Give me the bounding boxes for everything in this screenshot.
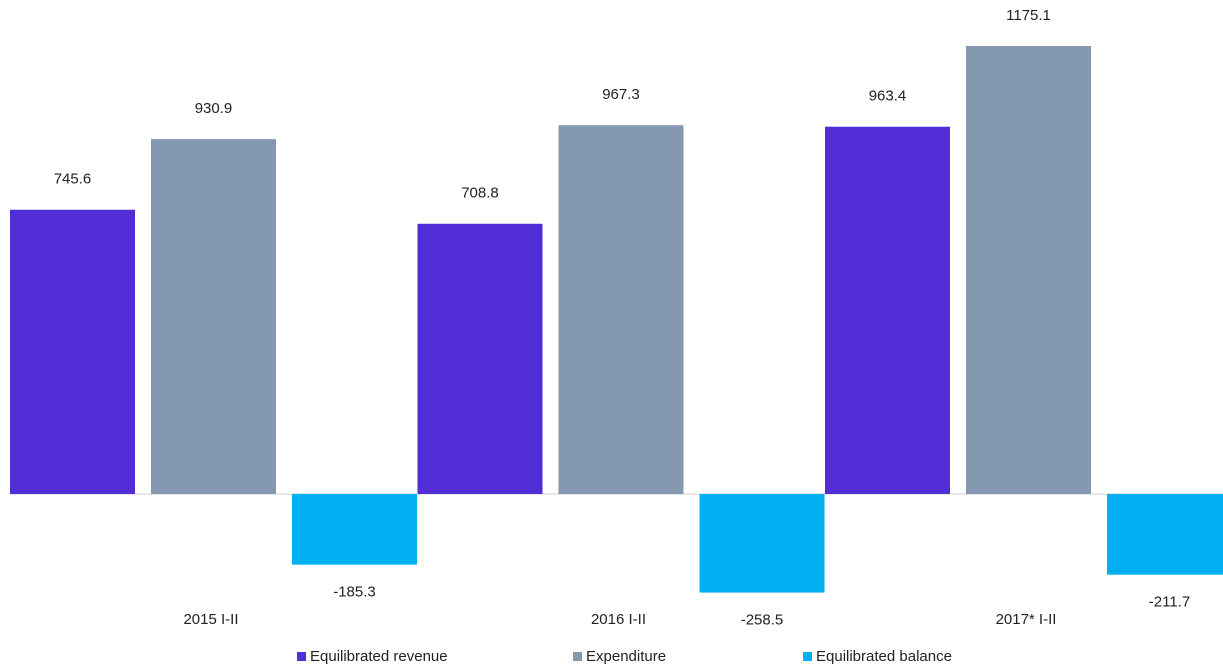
- data-label: 708.8: [461, 185, 499, 202]
- bar: [966, 46, 1091, 494]
- legend-label: Equilibrated revenue: [310, 648, 448, 665]
- legend-marker: [803, 652, 812, 661]
- bar: [417, 223, 543, 494]
- bar: [558, 125, 684, 494]
- bar: [151, 139, 276, 494]
- legend-label: Expenditure: [586, 648, 666, 665]
- data-label: 1175.1: [1006, 7, 1051, 24]
- legend-label: Equilibrated balance: [816, 648, 952, 665]
- x-tick-label: 2017* I-II: [996, 611, 1057, 628]
- x-tick-label: 2015 I-II: [183, 611, 238, 628]
- x-tick-label: 2016 I-II: [591, 611, 646, 628]
- data-label: -258.5: [741, 612, 784, 629]
- legend-marker: [573, 652, 582, 661]
- bar: [699, 494, 825, 593]
- bar: [1107, 494, 1223, 575]
- data-label: 930.9: [195, 100, 233, 117]
- legend-marker: [297, 652, 306, 661]
- bar: [292, 494, 417, 565]
- bar: [825, 126, 950, 495]
- data-label: -185.3: [333, 584, 376, 601]
- data-label: 745.6: [54, 171, 92, 188]
- data-label: 967.3: [602, 86, 640, 103]
- data-label: 963.4: [869, 88, 907, 105]
- data-label: -211.7: [1149, 594, 1190, 611]
- bar: [10, 209, 135, 494]
